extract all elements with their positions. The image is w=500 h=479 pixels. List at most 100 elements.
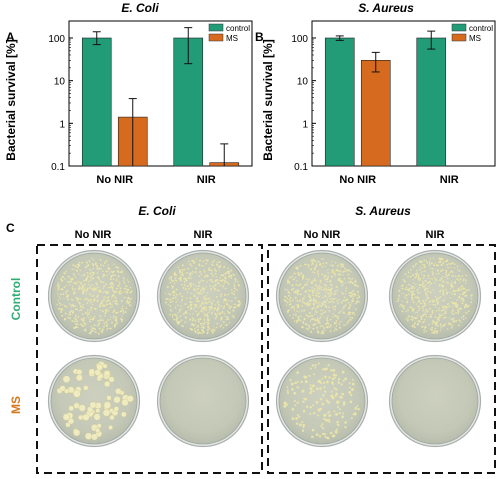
colony <box>193 303 196 306</box>
colony <box>337 400 340 403</box>
colony <box>354 280 357 283</box>
colony <box>189 304 192 307</box>
colony <box>91 288 94 291</box>
colony <box>289 303 292 306</box>
colony <box>61 314 64 317</box>
colony <box>334 327 336 329</box>
colony <box>458 279 460 281</box>
colony <box>427 274 430 277</box>
colony <box>302 423 306 427</box>
colony <box>176 316 178 319</box>
colony <box>324 375 327 379</box>
colony <box>329 279 332 282</box>
colony <box>422 282 425 285</box>
colony <box>92 294 95 297</box>
colony <box>333 273 336 276</box>
colony <box>303 317 306 320</box>
colony <box>458 269 461 272</box>
colony <box>295 321 298 324</box>
colony <box>437 319 440 322</box>
colony <box>206 332 209 335</box>
colony <box>418 287 420 289</box>
colony <box>311 317 314 320</box>
colony <box>298 311 300 313</box>
colony <box>74 308 77 311</box>
colony <box>87 309 89 311</box>
colony <box>315 292 318 294</box>
colony <box>330 291 333 294</box>
colony <box>60 279 64 282</box>
colony <box>221 279 224 281</box>
colony <box>330 288 333 290</box>
colony <box>208 308 211 311</box>
colony <box>449 323 452 326</box>
colony <box>319 279 322 282</box>
colony <box>322 381 326 385</box>
colony <box>351 382 355 386</box>
colony <box>185 310 188 313</box>
colony <box>457 287 460 290</box>
colony <box>328 300 331 304</box>
colony <box>99 258 102 261</box>
colony <box>306 283 309 286</box>
colony <box>212 300 215 302</box>
colony <box>295 422 299 425</box>
colony <box>431 310 434 312</box>
colony <box>311 259 313 261</box>
colony <box>74 276 76 278</box>
colony <box>438 307 440 309</box>
colony <box>407 317 409 319</box>
colony <box>103 325 106 327</box>
colony <box>331 390 333 393</box>
colony <box>328 326 331 328</box>
chart-b-xticks: No NIR NIR <box>339 174 458 186</box>
colony <box>97 332 100 335</box>
colony <box>107 327 109 329</box>
colony <box>417 274 420 276</box>
colony <box>339 395 342 399</box>
colony <box>86 315 89 317</box>
colony <box>327 297 329 299</box>
colony <box>325 289 328 291</box>
colony <box>202 311 205 313</box>
colony <box>98 270 100 272</box>
y-tick-label: 10 <box>54 77 66 88</box>
colony <box>451 262 454 264</box>
colony <box>169 305 172 307</box>
colony <box>171 285 173 287</box>
colony <box>98 286 100 288</box>
colony <box>311 428 315 432</box>
colony <box>222 285 225 288</box>
colony <box>317 320 320 324</box>
colony <box>422 277 425 279</box>
colony <box>413 326 416 329</box>
petri-dish <box>275 249 369 343</box>
colony <box>223 301 225 304</box>
colony <box>310 435 314 439</box>
colony <box>184 303 187 306</box>
colony <box>459 300 461 302</box>
colony <box>182 286 185 289</box>
colony <box>312 327 315 330</box>
colony <box>100 268 103 270</box>
colony <box>465 303 468 306</box>
chart-a-legend: control MS <box>208 23 250 43</box>
colony <box>403 293 405 295</box>
colony <box>189 284 192 287</box>
colony <box>433 264 436 267</box>
colony <box>208 311 211 313</box>
colony <box>68 280 71 284</box>
colony <box>307 315 310 318</box>
colony <box>326 321 329 324</box>
colony <box>238 303 241 306</box>
colony <box>207 326 209 329</box>
colony <box>320 382 323 385</box>
colony <box>174 296 177 299</box>
colony <box>291 417 295 420</box>
colony <box>294 381 297 385</box>
colony <box>342 308 344 311</box>
colony <box>65 285 67 287</box>
colony <box>98 319 101 322</box>
colony <box>335 298 337 300</box>
colony <box>324 301 327 304</box>
